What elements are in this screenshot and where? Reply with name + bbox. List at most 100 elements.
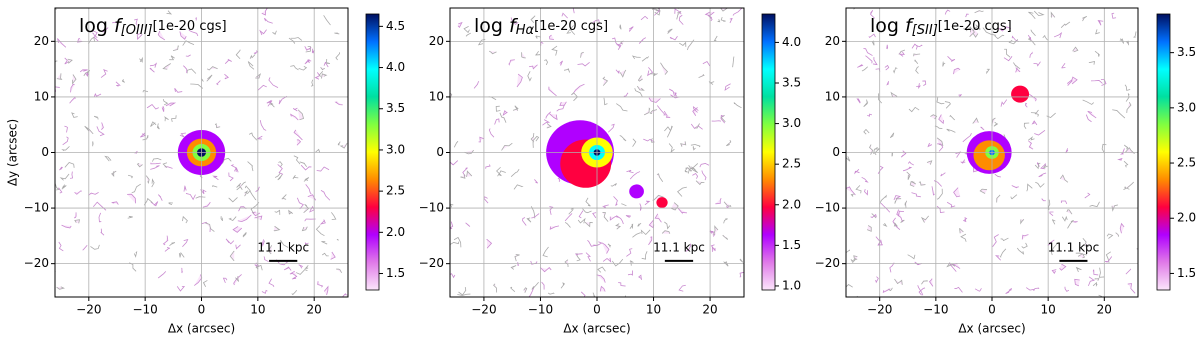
noise-contour: [640, 15, 649, 21]
noise-contour: [687, 163, 699, 174]
noise-contour: [450, 241, 460, 246]
noise-contour: [680, 141, 687, 147]
noise-contour: [585, 252, 591, 262]
noise-contour: [136, 163, 143, 168]
noise-contour: [577, 217, 586, 224]
noise-contour: [134, 18, 138, 26]
noise-contour: [115, 81, 121, 87]
noise-contour: [629, 171, 641, 180]
noise-contour: [551, 45, 558, 56]
noise-contour: [1061, 62, 1066, 69]
noise-contour: [1082, 15, 1088, 22]
noise-contour: [1082, 99, 1094, 105]
noise-contour: [549, 206, 554, 215]
noise-contour: [601, 242, 610, 254]
title-part: [1e-20 cgs]: [938, 19, 1012, 34]
noise-contour: [162, 99, 169, 106]
noise-contour: [717, 19, 721, 23]
noise-contour: [174, 88, 183, 93]
noise-contour: [664, 221, 671, 230]
noise-contour: [861, 176, 869, 183]
noise-contour: [1112, 109, 1126, 119]
noise-contour: [850, 193, 855, 197]
noise-contour: [214, 123, 221, 129]
noise-contour: [290, 113, 299, 121]
noise-contour: [244, 190, 249, 197]
noise-contour: [947, 56, 956, 62]
noise-contour: [602, 257, 612, 263]
colorbar-tick-label: 2.5: [1177, 156, 1196, 170]
noise-contour: [1126, 40, 1130, 46]
noise-contour: [314, 72, 321, 80]
noise-contour: [915, 44, 923, 48]
noise-contour: [584, 221, 593, 228]
noise-contour: [850, 258, 857, 264]
title-part: log: [870, 15, 905, 37]
noise-contour: [237, 214, 252, 223]
noise-contour: [235, 49, 241, 60]
noise-contour: [902, 166, 913, 172]
noise-contour: [877, 93, 883, 104]
noise-contour: [1027, 34, 1032, 41]
x-tick-label: 0: [988, 303, 996, 317]
noise-contour: [204, 222, 215, 232]
noise-contour: [79, 69, 88, 73]
noise-contour: [93, 115, 99, 120]
noise-contour: [656, 173, 664, 183]
noise-contour: [575, 253, 583, 256]
noise-contour: [288, 209, 293, 215]
noise-contour: [523, 287, 528, 293]
noise-contour: [1016, 247, 1025, 255]
noise-contour: [222, 277, 228, 284]
noise-contour: [906, 171, 911, 180]
colorbar-tick-label: 3.5: [386, 101, 405, 115]
noise-contour: [1021, 242, 1028, 249]
noise-contour: [698, 74, 706, 79]
noise-contour: [150, 162, 161, 165]
noise-contour: [557, 177, 561, 182]
noise-contour: [913, 53, 921, 57]
noise-contour: [1033, 61, 1041, 67]
noise-contour: [870, 10, 876, 19]
noise-contour: [98, 212, 102, 223]
noise-contour: [55, 60, 58, 63]
x-tick-label: −10: [923, 303, 948, 317]
noise-contour: [690, 144, 701, 148]
x-tick-label: 10: [646, 303, 661, 317]
emission-blob: [1011, 85, 1030, 103]
noise-contour: [104, 155, 112, 162]
noise-contour: [866, 225, 872, 232]
noise-contour: [560, 282, 566, 289]
noise-contour: [539, 266, 552, 273]
noise-contour: [674, 8, 682, 15]
noise-contour: [863, 128, 870, 135]
noise-contour: [892, 217, 901, 230]
title-part: [1e-20 cgs]: [534, 19, 608, 34]
noise-contour: [526, 217, 532, 223]
colorbar-tick-label: 1.5: [782, 238, 801, 252]
y-tick-label: 0: [41, 145, 49, 159]
noise-contour: [561, 12, 568, 19]
x-axis-label: Δx (arcsec): [168, 322, 235, 336]
noise-contour: [1047, 239, 1055, 246]
noise-contour: [1050, 11, 1056, 19]
noise-contour: [909, 180, 917, 187]
noise-contour: [453, 140, 459, 148]
noise-contour: [1053, 32, 1063, 39]
noise-contour: [512, 105, 519, 111]
noise-contour: [84, 72, 89, 77]
noise-contour: [206, 66, 218, 71]
noise-contour: [607, 243, 612, 248]
noise-contour: [954, 286, 963, 293]
noise-contour: [973, 24, 981, 31]
noise-contour: [510, 286, 516, 292]
noise-contour: [256, 135, 263, 140]
noise-contour: [290, 65, 299, 71]
noise-contour: [221, 157, 232, 164]
noise-contour: [250, 201, 260, 214]
noise-contour: [283, 266, 292, 271]
noise-contour: [71, 112, 78, 118]
noise-contour: [261, 239, 265, 247]
noise-contour: [613, 196, 618, 206]
noise-contour: [236, 181, 246, 191]
